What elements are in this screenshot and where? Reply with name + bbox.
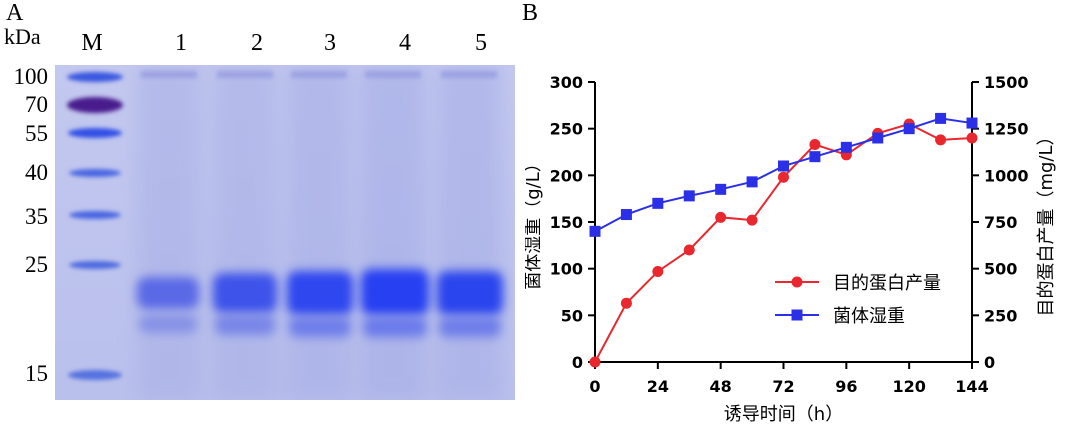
y-axis-left-title: 菌体湿重（g/L） bbox=[525, 154, 544, 290]
data-point-circle bbox=[683, 244, 695, 256]
marker-label-70: 70 bbox=[25, 92, 48, 117]
gel-image bbox=[55, 65, 515, 400]
data-point-square bbox=[778, 160, 789, 172]
data-point-square bbox=[966, 117, 978, 129]
data-point-square bbox=[872, 132, 884, 144]
marker-label-55: 55 bbox=[25, 121, 48, 146]
lane-label-3: 3 bbox=[324, 30, 336, 56]
y-right-tick-label: 1250 bbox=[984, 120, 1029, 139]
x-tick-label: 24 bbox=[647, 377, 669, 396]
y-right-tick-label: 500 bbox=[984, 260, 1017, 279]
legend-label-1: 目的蛋白产量 bbox=[833, 273, 941, 294]
data-point-square bbox=[683, 190, 695, 202]
x-tick-label: 144 bbox=[955, 377, 988, 396]
y-left-tick-label: 0 bbox=[572, 353, 583, 372]
data-point-circle bbox=[778, 171, 789, 183]
y-axis-right-title: 目的蛋白产量（mg/L） bbox=[1036, 127, 1057, 316]
data-point-circle bbox=[935, 134, 947, 146]
x-tick-label: 48 bbox=[710, 377, 732, 396]
kda-unit-label: kDa bbox=[4, 24, 41, 49]
lane-label-4: 4 bbox=[399, 30, 411, 56]
data-point-square bbox=[903, 123, 915, 135]
data-point-circle bbox=[746, 214, 758, 226]
y-right-tick-label: 1000 bbox=[984, 166, 1029, 185]
marker-label-40: 40 bbox=[25, 160, 48, 185]
panel-b-letter: B bbox=[522, 0, 539, 26]
legend-marker-circle bbox=[791, 276, 803, 288]
data-point-square bbox=[620, 209, 632, 221]
marker-label-100: 100 bbox=[13, 64, 49, 89]
y-right-tick-label: 0 bbox=[984, 353, 995, 372]
lane-label-2: 2 bbox=[251, 30, 263, 56]
line-chart: 0 24 48 72 96 120 144 0 50 100 150 200 250 300 0 250 500… bbox=[525, 73, 1057, 425]
y-left-tick-label: 200 bbox=[550, 166, 583, 185]
marker-label-15: 15 bbox=[25, 361, 48, 386]
y-right-tick-label: 1500 bbox=[984, 73, 1029, 92]
data-point-square bbox=[840, 141, 852, 153]
x-tick-label: 0 bbox=[589, 377, 600, 396]
data-point-square bbox=[715, 183, 727, 195]
data-point-circle bbox=[589, 356, 601, 368]
marker-label-35: 35 bbox=[25, 204, 48, 229]
lane-label-marker: M bbox=[81, 30, 103, 56]
lane-label-5: 5 bbox=[475, 30, 487, 56]
data-point-square bbox=[652, 197, 664, 209]
data-point-circle bbox=[652, 265, 664, 277]
legend-marker-square bbox=[791, 309, 803, 321]
y-left-tick-label: 100 bbox=[550, 260, 583, 279]
data-point-square bbox=[809, 151, 821, 163]
y-left-tick-label: 50 bbox=[561, 306, 583, 325]
y-left-tick-label: 300 bbox=[550, 73, 583, 92]
data-point-square bbox=[935, 112, 947, 124]
data-point-circle bbox=[715, 211, 727, 223]
x-tick-label: 96 bbox=[835, 377, 857, 396]
data-point-circle bbox=[620, 297, 632, 309]
x-tick-label: 72 bbox=[772, 377, 794, 396]
data-point-square bbox=[589, 225, 601, 237]
y-left-tick-label: 150 bbox=[550, 213, 583, 232]
data-point-circle bbox=[966, 132, 978, 144]
panel-a-letter: A bbox=[6, 0, 24, 26]
data-point-square bbox=[746, 176, 758, 188]
series-line-1 bbox=[594, 122, 973, 363]
legend-label-2: 菌体湿重 bbox=[833, 306, 905, 327]
x-tick-label: 120 bbox=[892, 377, 925, 396]
lane-label-1: 1 bbox=[175, 30, 187, 56]
x-axis-title: 诱导时间（h） bbox=[724, 404, 843, 425]
y-right-tick-label: 750 bbox=[984, 213, 1017, 232]
data-point-circle bbox=[809, 139, 821, 151]
marker-label-25: 25 bbox=[25, 252, 48, 277]
y-left-tick-label: 250 bbox=[550, 120, 583, 139]
y-right-tick-label: 250 bbox=[984, 306, 1017, 325]
